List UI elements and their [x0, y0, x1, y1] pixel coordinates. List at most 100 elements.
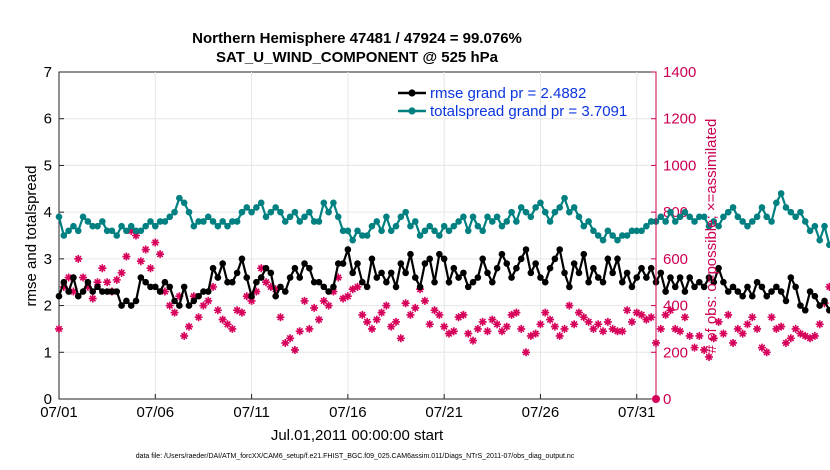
totalspread-point: [243, 204, 251, 211]
obs-marker: [329, 287, 338, 296]
totalspread-point: [195, 218, 202, 225]
obs-marker: [459, 310, 468, 319]
totalspread-point: [729, 204, 737, 211]
totalspread-point: [392, 222, 400, 230]
obs-marker: [290, 345, 299, 354]
totalspread-point: [397, 213, 405, 221]
obs-marker: [757, 343, 766, 352]
rmse-point: [614, 255, 621, 263]
chart-title: Northern Hemisphere 47481 / 47924 = 99.0…: [192, 30, 522, 47]
totalspread-point: [99, 218, 106, 225]
legend-spread-marker: [408, 107, 416, 115]
rmse-point: [561, 269, 568, 277]
rmse-point: [195, 292, 202, 300]
rmse-point: [60, 278, 68, 286]
totalspread-point: [440, 222, 448, 230]
obs-marker: [801, 331, 810, 340]
rmse-point: [662, 288, 669, 295]
y-tick-label-left: 2: [44, 298, 52, 315]
obs-marker: [550, 322, 559, 331]
totalspread-point: [681, 208, 689, 216]
totalspread-point: [176, 194, 183, 202]
totalspread-point: [628, 227, 636, 235]
totalspread-point: [257, 199, 265, 207]
y-tick-label-left: 5: [44, 157, 52, 174]
rmse-point: [65, 288, 72, 295]
rmse-point: [691, 283, 698, 291]
totalspread-point: [113, 232, 121, 239]
rmse-point: [763, 292, 771, 300]
y-tick-label-right: 0: [663, 391, 671, 408]
obs-marker: [777, 322, 786, 331]
totalspread-point: [570, 204, 578, 211]
rmse-point: [715, 264, 722, 272]
obs-marker: [680, 313, 689, 322]
legend-rmse-label: rmse grand pr = 2.4882: [430, 85, 586, 102]
obs-marker: [55, 324, 63, 333]
y-tick-label-right: 1000: [663, 157, 696, 174]
rmse-point: [792, 283, 799, 291]
obs-marker: [753, 324, 762, 333]
totalspread-point: [643, 222, 650, 230]
rmse-point: [522, 246, 530, 253]
rmse-point: [325, 288, 332, 295]
obs-marker: [512, 308, 521, 317]
totalspread-point: [147, 218, 154, 225]
rmse-point: [541, 278, 549, 286]
totalspread-point: [426, 222, 434, 230]
obs-marker: [310, 303, 319, 312]
rmse-point: [262, 264, 270, 272]
totalspread-point: [253, 204, 260, 211]
rmse-point: [204, 288, 212, 295]
obs-marker: [266, 282, 275, 291]
rmse-point: [378, 269, 385, 277]
totalspread-point: [532, 204, 539, 211]
obs-marker: [536, 320, 545, 329]
obs-marker: [343, 292, 352, 301]
rmse-point: [517, 255, 525, 263]
totalspread-point: [667, 208, 674, 216]
rmse-point: [151, 283, 159, 291]
rmse-point: [484, 269, 491, 277]
rmse-point: [359, 278, 366, 286]
totalspread-point: [614, 236, 621, 244]
x-tick-label: 07/06: [137, 404, 175, 421]
obs-marker: [59, 282, 68, 291]
totalspread-point: [281, 218, 289, 225]
obs-marker: [209, 282, 218, 291]
obs-marker: [319, 296, 328, 305]
totalspread-point: [301, 213, 308, 221]
rmse-point: [257, 274, 265, 281]
obs-marker: [791, 324, 800, 333]
totalspread-point: [671, 218, 679, 225]
rmse-point: [383, 278, 390, 286]
rmse-point: [570, 260, 578, 267]
totalspread-point: [705, 222, 713, 230]
obs-marker: [281, 338, 290, 347]
totalspread-point: [137, 227, 145, 235]
totalspread-point: [267, 208, 275, 216]
totalspread-point: [604, 227, 612, 235]
rmse-point: [330, 283, 337, 291]
rmse-point: [469, 278, 477, 286]
rmse-point: [166, 283, 174, 291]
obs-marker: [180, 331, 189, 340]
y-tick-label-left: 7: [44, 64, 52, 81]
obs-marker: [473, 324, 482, 333]
totalspread-point: [546, 218, 554, 225]
rmse-point: [498, 250, 506, 258]
obs-marker: [435, 310, 444, 319]
obs-marker: [497, 327, 506, 336]
obs-marker: [666, 306, 675, 315]
totalspread-point: [599, 236, 607, 244]
rmse-point: [354, 260, 361, 267]
rmse-point: [748, 292, 756, 300]
totalspread-point: [272, 204, 279, 211]
obs-marker: [531, 329, 540, 338]
rmse-point: [532, 260, 539, 267]
y-tick-label-right: 1400: [663, 64, 696, 81]
rmse-point: [190, 297, 198, 305]
obs-marker: [493, 320, 502, 329]
rmse-point: [320, 283, 328, 291]
obs-marker: [406, 310, 415, 319]
